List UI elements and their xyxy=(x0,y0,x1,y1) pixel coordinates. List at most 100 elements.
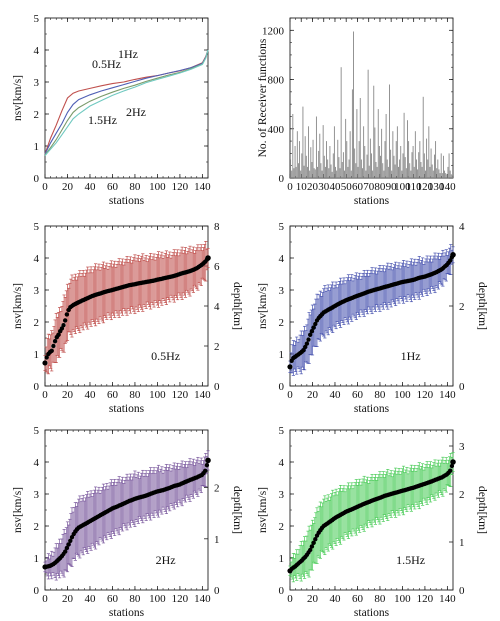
y-tick-label: 4 xyxy=(279,457,285,469)
bar xyxy=(291,170,293,178)
bar xyxy=(360,159,362,178)
y-tick-label: 2 xyxy=(279,317,285,329)
data-point xyxy=(308,547,313,553)
bar xyxy=(387,166,389,178)
bar xyxy=(443,155,444,178)
x-tick-label: 120 xyxy=(172,593,189,605)
bar xyxy=(306,166,308,178)
x-tick-label: 120 xyxy=(172,389,189,401)
bar xyxy=(451,175,453,178)
bar xyxy=(336,170,338,178)
x-tick-label: 40 xyxy=(329,593,341,605)
x-tick-label: 140 xyxy=(194,389,211,401)
bar xyxy=(418,152,420,178)
y2-tick-label: 2 xyxy=(214,483,220,495)
y-tick-label: 1 xyxy=(34,553,40,565)
bar xyxy=(309,170,311,178)
bar xyxy=(434,154,435,178)
bar xyxy=(404,157,406,178)
y2-tick-label: 0 xyxy=(459,585,465,597)
y-tick-label: 3 xyxy=(279,489,285,501)
x-tick-label: 60 xyxy=(352,181,364,193)
frequency-label: 2Hz xyxy=(126,105,146,119)
x-tick-label: 60 xyxy=(352,593,364,605)
data-point xyxy=(309,544,315,549)
bar xyxy=(449,170,451,178)
bar xyxy=(300,170,302,178)
bar xyxy=(354,148,356,178)
data-point xyxy=(51,343,56,349)
data-point-end xyxy=(205,255,211,261)
x-tick-label: 120 xyxy=(417,389,434,401)
y2-tick-label: 4 xyxy=(214,301,220,313)
y-tick-label: 3 xyxy=(34,489,40,501)
y-tick-label: 2 xyxy=(34,521,40,533)
bar xyxy=(436,168,438,178)
bar xyxy=(332,153,334,178)
y-tick-label: 1200 xyxy=(262,25,285,37)
y-tick-label: 5 xyxy=(34,425,40,437)
bar xyxy=(407,120,408,178)
x-tick-label: 30 xyxy=(318,181,330,193)
x-tick-label: 40 xyxy=(329,181,341,193)
bar xyxy=(445,173,447,178)
bar xyxy=(323,155,325,178)
bar xyxy=(345,118,347,178)
y-axis-label: nsv[km/s] xyxy=(12,487,24,533)
bar xyxy=(439,173,441,178)
x-tick-label: 100 xyxy=(149,593,166,605)
y-tick-label: 5 xyxy=(34,221,40,233)
bar xyxy=(310,147,312,178)
bar xyxy=(444,170,446,178)
bar xyxy=(337,139,339,178)
y2-axis-label: depth[km] xyxy=(231,486,243,534)
y2-tick-label: 1 xyxy=(214,534,220,546)
bar xyxy=(351,89,353,178)
x-tick-label: 100 xyxy=(394,389,411,401)
y2-tick-label: 0 xyxy=(214,381,220,393)
x-tick-label: 70 xyxy=(363,181,375,193)
bar xyxy=(305,155,307,178)
bar xyxy=(302,106,304,178)
series-line-3 xyxy=(44,49,209,156)
x-tick-label: 20 xyxy=(62,389,74,401)
y2-axis-label: depth[km] xyxy=(231,282,243,330)
bar xyxy=(318,150,320,178)
x-axis-label: stations xyxy=(354,195,390,207)
frequency-label: 1.5Hz xyxy=(88,113,117,127)
series-line-2 xyxy=(44,49,209,156)
x-tick-label: 100 xyxy=(394,593,411,605)
bar xyxy=(391,170,393,178)
bar xyxy=(403,112,405,178)
data-point xyxy=(62,549,68,554)
data-point xyxy=(309,329,315,334)
x-tick-label: 0 xyxy=(42,389,48,401)
x-tick-label: 10 xyxy=(296,181,308,193)
bar xyxy=(427,159,429,178)
x-tick-label: 0 xyxy=(287,181,293,193)
bar xyxy=(313,168,315,178)
y-tick-label: 4 xyxy=(34,253,40,265)
x-tick-label: 140 xyxy=(194,181,211,193)
x-axis-label: stations xyxy=(109,403,145,415)
x-tick-label: 0 xyxy=(287,593,293,605)
data-point xyxy=(64,312,70,317)
x-tick-label: 80 xyxy=(374,593,386,605)
x-tick-label: 120 xyxy=(172,181,189,193)
bar xyxy=(324,166,326,178)
panel-nsv-depth-2hz: 0 20 40 60 80 100 120 140012345stationsnsv[km/s… xyxy=(12,425,243,619)
bar xyxy=(349,131,351,178)
bar xyxy=(389,84,390,178)
bar xyxy=(297,163,299,178)
y2-tick-label: 0 xyxy=(459,381,465,393)
bar xyxy=(356,109,358,178)
bar xyxy=(413,166,415,178)
data-point xyxy=(61,323,66,328)
bar xyxy=(373,85,375,178)
data-point xyxy=(66,542,71,547)
data-point xyxy=(303,344,308,350)
y2-tick-label: 3 xyxy=(459,441,465,453)
y2-tick-label: 8 xyxy=(214,221,220,233)
x-tick-label: 60 xyxy=(352,389,364,401)
